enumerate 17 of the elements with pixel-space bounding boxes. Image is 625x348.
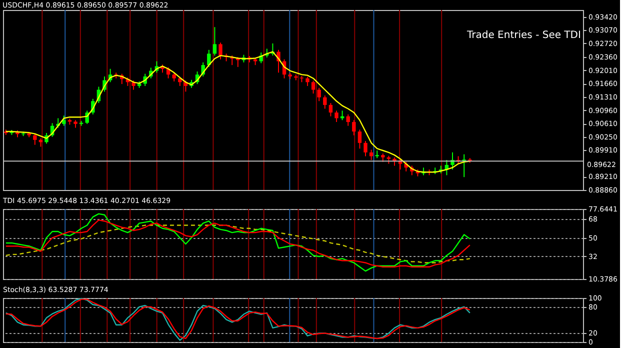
line-series (5, 224, 470, 264)
candlestick (346, 114, 350, 126)
annotation: Trade Entries - See TDI (466, 30, 581, 42)
candlestick (218, 42, 222, 60)
candlestick (132, 80, 136, 90)
candlestick (358, 129, 362, 150)
candlestick (328, 102, 333, 117)
candlestick (334, 110, 338, 123)
candlestick (207, 49, 211, 68)
candlestick (311, 80, 316, 94)
candlestick (317, 87, 321, 102)
line-series (5, 219, 470, 268)
line-series (5, 213, 470, 272)
candlestick (364, 140, 368, 157)
candlestick (306, 76, 310, 86)
candlestick (323, 94, 327, 110)
candlestick (33, 133, 37, 146)
